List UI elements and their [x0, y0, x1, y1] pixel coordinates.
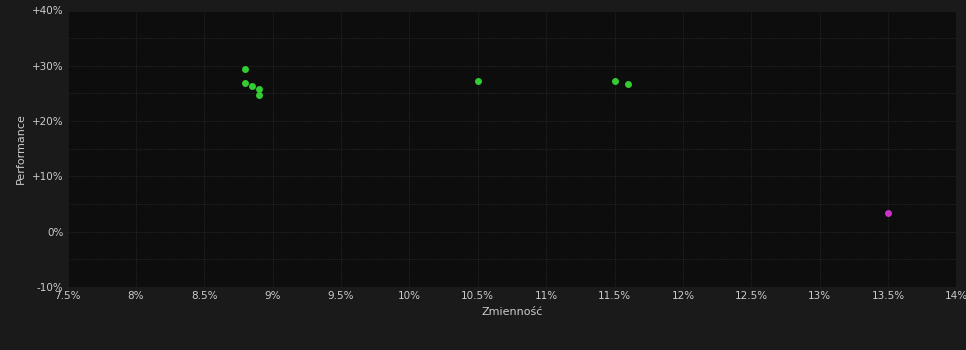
Point [470, 78, 486, 84]
Point [251, 92, 267, 97]
Point [244, 83, 260, 89]
Point [607, 78, 622, 84]
Point [880, 211, 895, 216]
Point [238, 81, 253, 86]
Point [620, 81, 636, 87]
Point [238, 66, 253, 71]
Y-axis label: Performance: Performance [16, 113, 26, 184]
X-axis label: Zmienność: Zmienność [481, 307, 543, 317]
Point [251, 86, 267, 92]
